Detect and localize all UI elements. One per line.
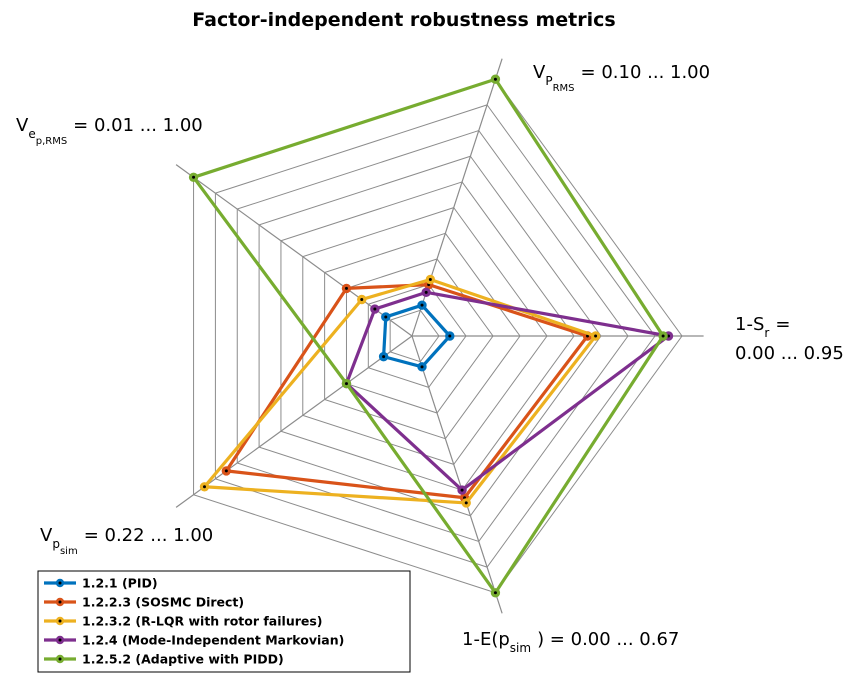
axis-label-4: Vep,RMS = 0.01 ... 1.00 <box>16 115 203 147</box>
legend-swatch-center-3 <box>58 638 62 642</box>
axis-label-1: 1-Sr = <box>735 314 790 340</box>
grid-ring-8 <box>236 129 629 543</box>
grid-ring-3 <box>345 258 494 414</box>
legend-swatch-center-1 <box>58 600 62 604</box>
axis-label-2: 1-E(psim ) = 0.00 ... 0.67 <box>462 629 679 655</box>
grid-ring-7 <box>258 155 602 517</box>
legend-label-0: 1.2.1 (PID) <box>82 576 158 591</box>
axis-spoke-3 <box>175 335 413 508</box>
series-0 <box>378 300 455 372</box>
axis-label-subsub-0: RMS <box>553 83 575 94</box>
axis-label-sub-2: sim <box>510 641 531 655</box>
axis-label-0: VPRMS = 0.10 ... 1.00 <box>533 62 710 94</box>
radar-grid <box>175 58 704 614</box>
legend-label-2: 1.2.3.2 (R-LQR with rotor failures) <box>82 614 323 629</box>
axis-label-range-3: = 0.22 ... 1.00 <box>84 525 214 546</box>
legend-label-4: 1.2.5.2 (Adaptive with PIDD) <box>82 652 284 667</box>
data-point-center-1-4 <box>344 286 348 290</box>
series-4 <box>188 74 668 598</box>
axis-label-range2-1: 0.00 ... 0.95 <box>735 343 844 364</box>
axis-label-range-0: = 0.10 ... 1.00 <box>581 62 711 83</box>
data-point-center-0-0 <box>420 303 424 307</box>
data-point-center-3-2 <box>460 488 464 492</box>
data-point-center-0-4 <box>384 315 388 319</box>
series-line-0 <box>382 303 452 369</box>
series-line-3 <box>344 290 671 492</box>
axis-label-base-4: V <box>16 115 29 136</box>
data-point-center-1-1 <box>586 334 589 338</box>
axis-labels: VPRMS= 0.10 ... 1.001-Sr =0.00 ... 0.951-… <box>16 62 844 655</box>
legend-box <box>37 570 411 673</box>
series-layer <box>188 74 674 598</box>
axis-label-base-3: V <box>40 525 53 546</box>
data-point-center-0-3 <box>382 355 386 359</box>
legend-swatch-center-2 <box>58 619 62 623</box>
data-point-center-4-0 <box>493 77 497 81</box>
legend-swatch-center-4 <box>58 657 62 661</box>
axis-label-subsub-3: sim <box>60 546 78 557</box>
legend: 1.2.1 (PID) 1.2.2.3 (SOSMC Direct) 1.2.3.2… <box>37 570 411 673</box>
grid-ring-6 <box>280 181 575 491</box>
axis-label-sub-1: r <box>764 326 769 340</box>
data-point-center-2-4 <box>360 297 364 301</box>
data-point-center-3-0 <box>424 290 428 294</box>
legend-swatch-center-0 <box>58 581 62 585</box>
data-point-center-3-1 <box>667 334 670 338</box>
legend-label-3: 1.2.4 (Mode-Independent Markovian) <box>82 633 344 648</box>
axis-label-range-4: = 0.01 ... 1.00 <box>73 115 203 136</box>
grid-ring-2 <box>367 284 467 388</box>
data-point-center-2-2 <box>464 501 468 505</box>
chart-title: Factor-independent robustness metrics <box>192 9 615 31</box>
axis-spoke-2 <box>411 335 503 614</box>
series-line-4 <box>191 77 665 595</box>
axis-label-range-1: = <box>775 314 790 335</box>
data-point-center-4-1 <box>661 334 665 338</box>
data-point-center-4-4 <box>192 175 196 179</box>
grid-ring-9 <box>214 104 656 568</box>
legend-label-1: 1.2.2.3 (SOSMC Direct) <box>82 595 244 610</box>
series-line-1 <box>224 283 590 500</box>
axis-label-3: Vpsim = 0.22 ... 1.00 <box>40 525 213 557</box>
series-2 <box>199 274 601 508</box>
axis-label-base-0: V <box>533 62 546 83</box>
data-point-center-2-3 <box>202 485 206 489</box>
axis-label-sub-4: e <box>28 127 35 141</box>
data-point-center-2-1 <box>594 334 598 338</box>
data-point-center-4-3 <box>344 382 348 386</box>
data-point-center-2-0 <box>428 278 432 282</box>
axis-label-base-2: 1-E(p <box>462 629 510 650</box>
data-point-center-4-2 <box>493 591 497 595</box>
data-point-center-0-2 <box>420 365 424 369</box>
axis-label-range-2: ) = 0.00 ... 0.67 <box>537 629 679 650</box>
series-line-2 <box>202 277 598 505</box>
axis-label-subsub-4: p,RMS <box>36 136 67 147</box>
data-point-center-1-3 <box>224 469 228 473</box>
data-point-center-3-4 <box>373 307 377 311</box>
grid-ring-1 <box>389 309 440 363</box>
axis-label-base-1: 1-S <box>735 314 764 335</box>
axis-label-sub-0: P <box>545 74 552 88</box>
axis-label-sub-3: p <box>52 537 60 551</box>
data-point-center-0-1 <box>448 334 452 338</box>
